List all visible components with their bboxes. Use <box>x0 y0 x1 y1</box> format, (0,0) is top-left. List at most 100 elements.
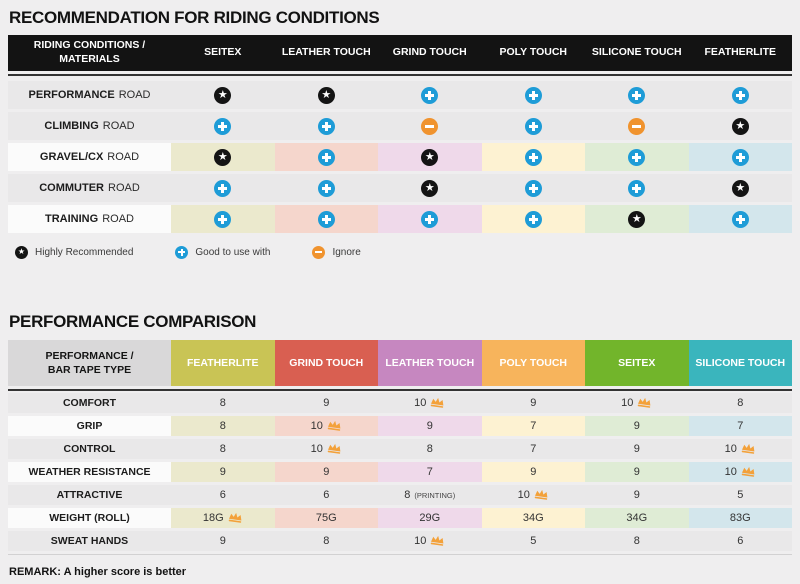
row-label: WEATHER RESISTANCE <box>8 462 171 482</box>
row-label: COMFORT <box>8 393 171 413</box>
score-cell: 9 <box>585 439 689 459</box>
table-row: CONTROL 8 10 8 7 9 10 <box>8 439 792 459</box>
score-cell: 9 <box>171 462 275 482</box>
score-value: 9 <box>323 466 330 478</box>
table-row: TRAINING ROAD ★ <box>8 205 792 233</box>
score-cell: 83G <box>688 508 792 528</box>
rec-column-header: SILICONE TOUCH <box>591 46 682 59</box>
score-value: 5 <box>737 489 744 501</box>
score-value: 9 <box>633 466 640 478</box>
row-label: GRAVEL/CX ROAD <box>8 143 171 171</box>
score-value: 75G <box>315 512 337 524</box>
perf-column-header: POLY TOUCH <box>481 340 585 386</box>
score-value: 8 <box>323 535 330 547</box>
rating-cell: ★ <box>585 205 689 233</box>
score-value: 9 <box>633 489 640 501</box>
plus-icon <box>421 86 439 104</box>
rating-cell <box>171 174 275 202</box>
score-value: 6 <box>737 535 744 547</box>
score-value: 7 <box>737 420 744 432</box>
row-label: SWEAT HANDS <box>8 531 171 551</box>
table-row: COMMUTER ROAD ★ ★ <box>8 174 792 202</box>
score-cell: 7 <box>481 416 585 436</box>
row-label: COMMUTER ROAD <box>8 174 171 202</box>
plus-icon <box>175 245 189 259</box>
score-cell: 10 <box>688 462 792 482</box>
score-cell: 9 <box>481 462 585 482</box>
crown-icon <box>326 419 342 432</box>
rating-cell <box>274 112 378 140</box>
plus-icon <box>731 210 749 228</box>
score-value: 10 <box>725 466 756 478</box>
plus-icon <box>214 210 232 228</box>
rating-cell <box>585 174 689 202</box>
table-bottom-divider <box>8 554 792 555</box>
score-cell: 7 <box>481 439 585 459</box>
score-value: 8 <box>737 397 744 409</box>
legend-label: Good to use with <box>195 246 271 258</box>
rating-cell <box>585 81 689 109</box>
score-value: 10 <box>414 397 445 409</box>
score-cell: 6 <box>171 485 275 505</box>
plus-icon <box>524 86 542 104</box>
plus-icon <box>317 117 335 135</box>
score-value: 9 <box>633 443 640 455</box>
rating-cell: ★ <box>378 174 482 202</box>
score-cell: 9 <box>378 416 482 436</box>
score-cell: 34G <box>481 508 585 528</box>
perf-column-header: LEATHER TOUCH <box>378 340 482 386</box>
score-value: 10 <box>621 397 652 409</box>
score-cell: 5 <box>481 531 585 551</box>
rec-column-header: SEITEX <box>204 46 242 59</box>
remark: REMARK: A higher score is better <box>9 566 187 578</box>
rec-column-header: LEATHER TOUCH <box>281 46 371 59</box>
perf-column-header: GRIND TOUCH <box>274 340 378 386</box>
rec-column-header: GRIND TOUCH <box>392 46 467 59</box>
score-cell: 9 <box>585 462 689 482</box>
plus-icon <box>731 86 749 104</box>
rating-cell: ★ <box>688 174 792 202</box>
score-value: 9 <box>219 466 226 478</box>
rating-cell <box>481 205 585 233</box>
score-value: 10 <box>518 489 549 501</box>
minus-icon <box>421 117 439 135</box>
score-value: 8 <box>219 443 226 455</box>
row-label: PERFORMANCE ROAD <box>8 81 171 109</box>
score-cell: 8 <box>585 531 689 551</box>
score-cell: 7 <box>378 462 482 482</box>
score-value: 6 <box>219 489 226 501</box>
table-row: ATTRACTIVE 6 6 8 (PRINTING) 10 9 5 <box>8 485 792 505</box>
score-cell: 8 <box>171 393 275 413</box>
star-icon: ★ <box>731 179 749 197</box>
row-label: CLIMBING ROAD <box>8 112 171 140</box>
score-value: 5 <box>530 535 537 547</box>
rating-cell <box>378 205 482 233</box>
minus-icon <box>628 117 646 135</box>
score-cell: 29G <box>378 508 482 528</box>
score-value: 10 <box>414 535 445 547</box>
plus-icon <box>317 179 335 197</box>
crown-icon <box>533 488 549 501</box>
rating-cell <box>274 205 378 233</box>
performance-table-body: COMFORT 8 9 10 9 10 8 GRIP 8 10 9 7 9 7 CONTROL 8 10 8 7 9 1… <box>8 393 792 551</box>
rating-cell <box>171 205 275 233</box>
score-value: 8 <box>633 535 640 547</box>
crown-icon <box>637 396 653 409</box>
plus-icon <box>524 210 542 228</box>
score-value: 7 <box>530 443 537 455</box>
rating-cell <box>688 143 792 171</box>
crown-icon <box>227 511 243 524</box>
rating-cell <box>688 205 792 233</box>
score-value: 34G <box>522 512 544 524</box>
plus-icon <box>628 86 646 104</box>
table-row: WEIGHT (ROLL) 18G 75G 29G 34G 34G 83G <box>8 508 792 528</box>
rating-cell: ★ <box>274 81 378 109</box>
rating-cell <box>378 81 482 109</box>
rating-cell <box>378 112 482 140</box>
performance-table: PERFORMANCE / BAR TAPE TYPE FEATHERLITE GR… <box>8 340 792 555</box>
crown-icon <box>740 442 756 455</box>
score-value: 9 <box>219 535 226 547</box>
rating-cell <box>688 81 792 109</box>
star-icon: ★ <box>214 148 232 166</box>
